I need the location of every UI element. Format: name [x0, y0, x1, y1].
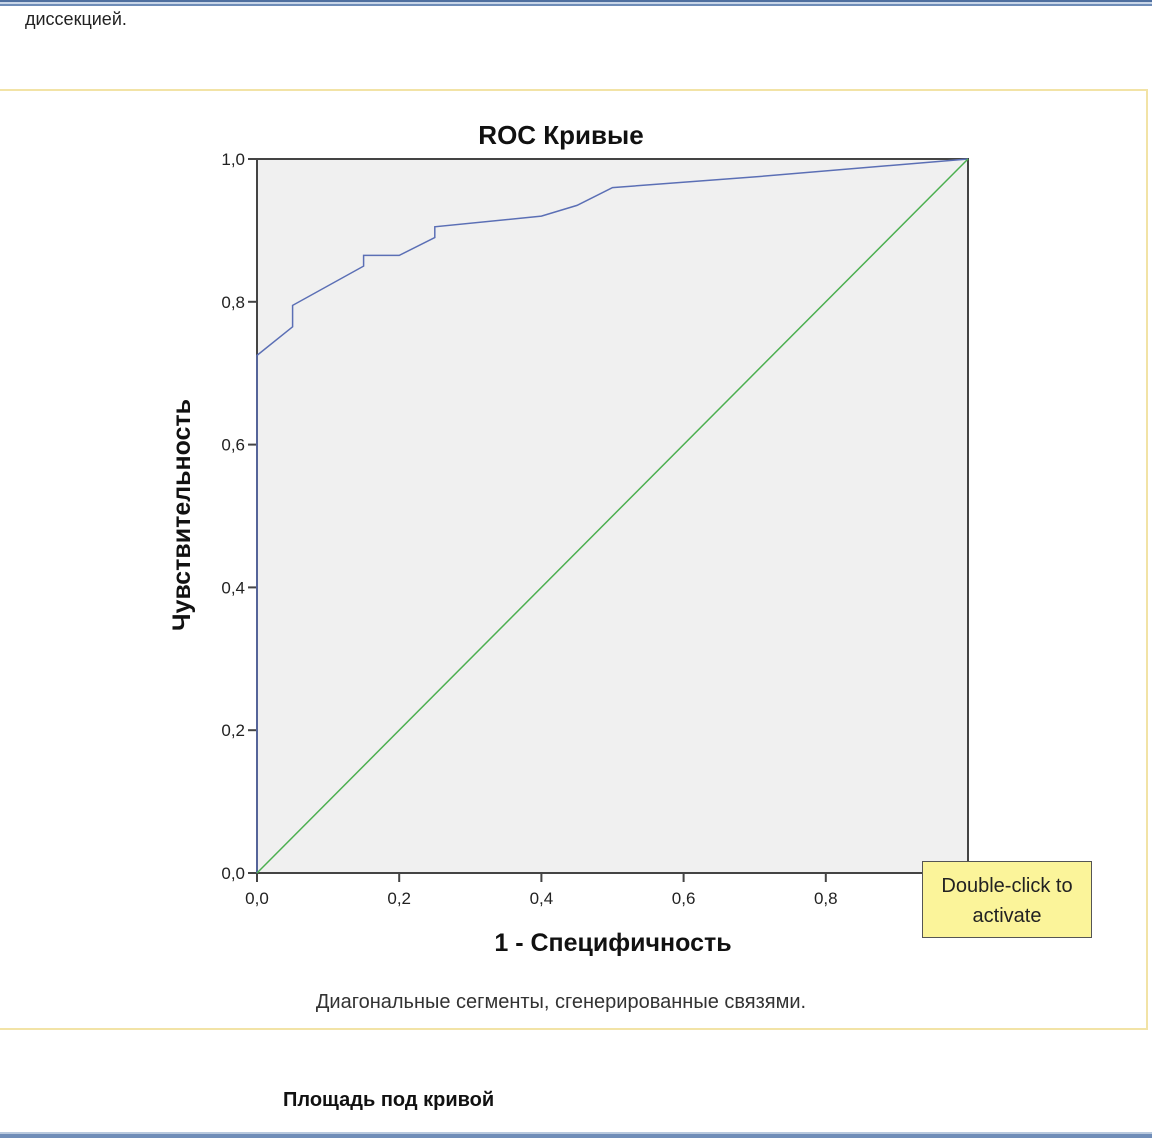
y-tick-label: 0,6 — [221, 436, 245, 455]
roc-curve-line — [256, 158, 969, 873]
y-axis-label: Чувствительность — [168, 399, 196, 631]
chart-title: ROC Кривые — [478, 120, 643, 150]
tooltip-line-2: activate — [972, 905, 1042, 927]
activate-tooltip[interactable]: Double-click to activate — [922, 861, 1092, 938]
x-tick-label: 0,8 — [814, 889, 838, 908]
x-ticks: 0,0 0,2 0,4 0,6 0,8 — [245, 873, 838, 908]
y-tick-label: 0,4 — [221, 578, 245, 597]
y-tick-label: 0,0 — [221, 864, 245, 883]
x-axis-label: 1 - Специфичность — [494, 929, 731, 957]
reference-diagonal-line — [256, 158, 969, 874]
intro-text: диссекцией. — [25, 9, 127, 29]
top-border — [0, 0, 1152, 8]
bottom-border — [0, 1132, 1152, 1138]
y-tick-label: 0,8 — [221, 293, 245, 312]
x-tick-label: 0,0 — [245, 889, 269, 908]
area-under-curve-heading: Площадь под кривой — [283, 1089, 495, 1111]
tooltip-line-1: Double-click to — [941, 875, 1073, 897]
x-tick-label: 0,2 — [387, 889, 411, 908]
x-tick-label: 0,6 — [672, 889, 696, 908]
y-tick-label: 1,0 — [221, 150, 245, 169]
y-tick-label: 0,2 — [221, 721, 245, 740]
y-ticks: 0,0 0,2 0,4 0,6 0,8 1,0 — [221, 150, 257, 883]
footnote: Диагональные сегменты, сгенерированные с… — [316, 991, 806, 1013]
x-tick-label: 0,4 — [530, 889, 554, 908]
series-lines — [256, 158, 969, 874]
